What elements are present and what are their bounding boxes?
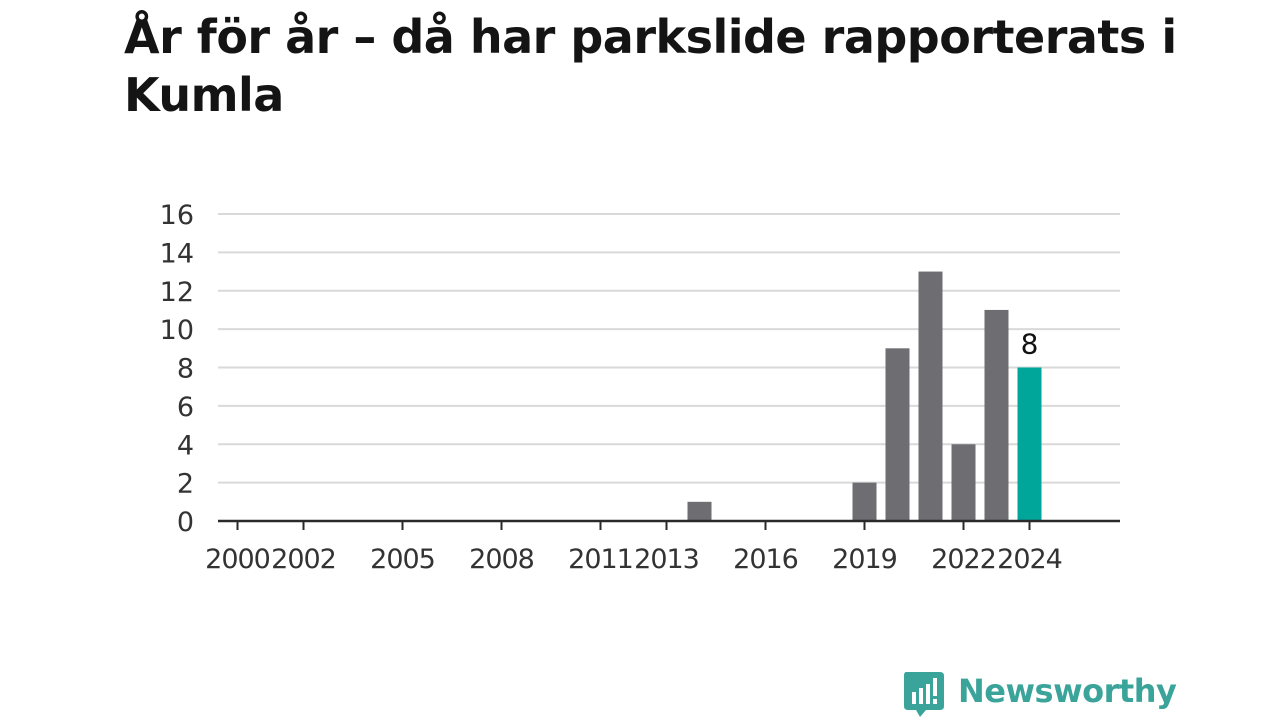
newsworthy-logo: Newsworthy — [902, 670, 1177, 718]
x-tick-label: 2024 — [997, 544, 1062, 575]
x-tick-label: 2005 — [370, 544, 435, 575]
chart-title: År för år – då har parkslide rapporterat… — [124, 10, 1177, 122]
bar — [918, 271, 943, 521]
data-labels: 8 — [1021, 328, 1039, 361]
x-tick-label: 2008 — [469, 544, 534, 575]
x-tick-label: 2019 — [832, 544, 897, 575]
bar — [687, 501, 712, 521]
y-tick-label: 16 — [160, 200, 194, 231]
x-tick-label: 2000 — [205, 544, 270, 575]
brand-name: Newsworthy — [958, 672, 1177, 710]
newsworthy-logo-icon — [904, 672, 944, 717]
x-tick-label: 2002 — [271, 544, 336, 575]
y-axis-ticks: 0 2 4 6 8 10 12 14 16 — [160, 200, 194, 538]
y-tick-label: 14 — [160, 238, 194, 269]
bar — [951, 444, 976, 521]
y-tick-label: 2 — [177, 469, 194, 500]
bars — [687, 271, 1042, 521]
y-tick-label: 8 — [177, 354, 194, 385]
bar-highlight — [1017, 367, 1042, 521]
gridlines — [218, 213, 1120, 484]
data-label: 8 — [1021, 328, 1039, 361]
x-tick-label: 2011 — [568, 544, 633, 575]
x-tick-label: 2016 — [733, 544, 798, 575]
y-tick-label: 0 — [177, 507, 194, 538]
x-tick-label: 2022 — [931, 544, 996, 575]
bar — [852, 482, 877, 521]
y-tick-label: 4 — [177, 430, 194, 461]
y-tick-label: 12 — [160, 277, 194, 308]
bar — [984, 309, 1009, 521]
x-tick-label: 2013 — [634, 544, 699, 575]
bar — [885, 348, 910, 521]
x-axis-ticks: 2000 2002 2005 2008 2011 2013 2016 2019 2022 2024 — [205, 521, 1063, 575]
y-tick-label: 10 — [160, 315, 194, 346]
y-tick-label: 6 — [177, 392, 194, 423]
